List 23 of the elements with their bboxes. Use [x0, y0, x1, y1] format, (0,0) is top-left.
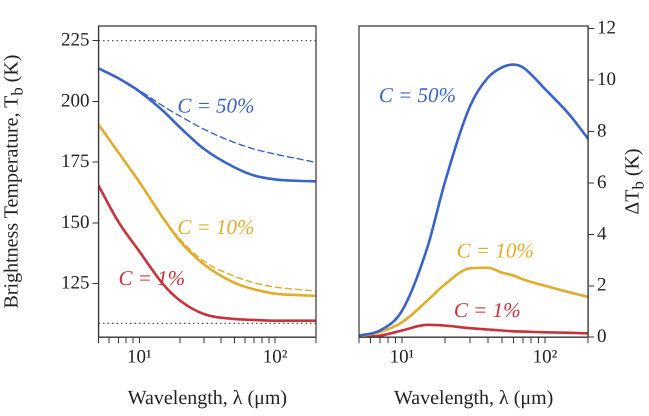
y2-tick-label: 4 [597, 223, 607, 244]
y2-tick-label: 8 [597, 120, 606, 142]
x-tick-label: 10² [532, 346, 558, 368]
series-label: C = 50% [177, 93, 255, 118]
x-tick-label: 10² [262, 346, 288, 368]
y-tick-label: 200 [61, 90, 90, 112]
series-label: C = 10% [456, 238, 534, 262]
y2-tick-label: 10 [597, 68, 616, 90]
y2-tick-label: 2 [597, 274, 606, 296]
series-label: C = 1% [454, 298, 521, 322]
y2-tick-label: 12 [597, 18, 616, 39]
y-tick-label: 150 [61, 212, 90, 233]
x-axis-title: Wavelength, λ (μm) [394, 386, 554, 410]
series-label: C = 10% [177, 214, 255, 239]
x-tick-label: 10¹ [390, 346, 415, 368]
y2-tick-label: 0 [597, 326, 606, 348]
y-tick-label: 125 [61, 272, 90, 294]
x-axis-title: Wavelength, λ (μm) [128, 386, 288, 410]
y-tick-label: 225 [61, 30, 90, 51]
y-tick-label: 175 [61, 151, 90, 172]
series-label: C = 50% [378, 82, 456, 107]
y2-tick-label: 6 [597, 172, 606, 193]
x-tick-label: 10¹ [127, 346, 152, 368]
